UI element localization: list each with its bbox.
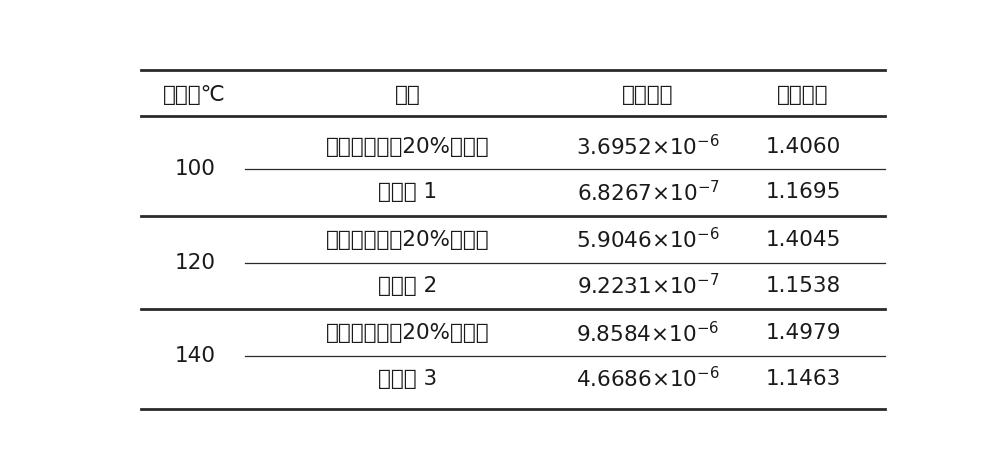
Text: 1.4045: 1.4045 (765, 230, 841, 250)
Text: 酸液: 酸液 (395, 86, 421, 105)
Text: 6.8267×10$^{-7}$: 6.8267×10$^{-7}$ (577, 180, 720, 205)
Text: 4.6686×10$^{-6}$: 4.6686×10$^{-6}$ (576, 366, 720, 391)
Text: 普通稠化酸（20%盐酸）: 普通稠化酸（20%盐酸） (326, 137, 490, 157)
Text: 实施例 1: 实施例 1 (378, 182, 437, 202)
Text: 9.8584×10$^{-6}$: 9.8584×10$^{-6}$ (576, 321, 720, 346)
Text: 反应常数: 反应常数 (622, 86, 674, 105)
Text: 5.9046×10$^{-6}$: 5.9046×10$^{-6}$ (576, 227, 720, 253)
Text: 100: 100 (174, 160, 215, 180)
Text: 反应级数: 反应级数 (777, 86, 829, 105)
Text: 普通稠化酸（20%盐酸）: 普通稠化酸（20%盐酸） (326, 230, 490, 250)
Text: 140: 140 (174, 346, 215, 366)
Text: 1.1538: 1.1538 (766, 276, 841, 295)
Text: 普通稠化酸（20%盐酸）: 普通稠化酸（20%盐酸） (326, 323, 490, 343)
Text: 实施例 2: 实施例 2 (378, 276, 438, 295)
Text: 温度，℃: 温度，℃ (163, 86, 226, 105)
Text: 1.4060: 1.4060 (766, 137, 841, 157)
Text: 9.2231×10$^{-7}$: 9.2231×10$^{-7}$ (577, 273, 719, 298)
Text: 1.1463: 1.1463 (766, 369, 841, 389)
Text: 实施例 3: 实施例 3 (378, 369, 437, 389)
Text: 120: 120 (174, 253, 215, 273)
Text: 1.1695: 1.1695 (765, 182, 841, 202)
Text: 3.6952×10$^{-6}$: 3.6952×10$^{-6}$ (576, 134, 720, 159)
Text: 1.4979: 1.4979 (765, 323, 841, 343)
